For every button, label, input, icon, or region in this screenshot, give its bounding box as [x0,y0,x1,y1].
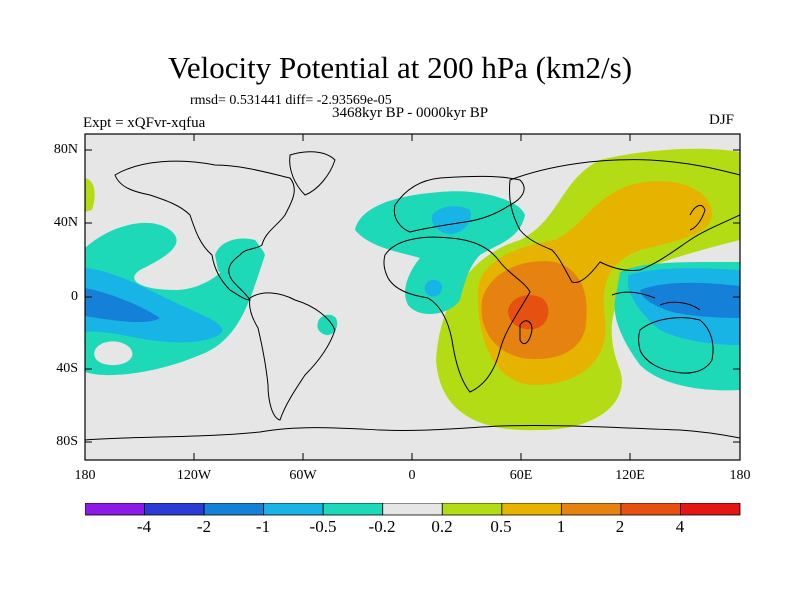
lon-label-120w: 120W [176,468,212,483]
lat-label-80n: 80N [53,142,78,157]
contour-negative-europe-0-5 [431,206,471,234]
coast-australia [638,317,714,374]
contour-negative-africa-0-5 [424,279,443,297]
season-label: DJF [709,112,735,128]
lat-label-0: 0 [71,289,78,304]
colorbar-segment [382,503,443,516]
contour-negative-pacific-east-1 [85,288,160,323]
coast-south-america [249,292,336,421]
coastlines [85,151,740,441]
lat-label-40s: 40S [56,361,78,376]
colorbar-label: 2 [615,517,625,536]
lon-label-60w: 60W [289,468,317,483]
contour-fields [85,148,740,431]
experiment-label: Expt = xQFvr-xqfua [83,115,206,131]
lon-label-180w: 180 [74,468,96,483]
colorbar-segment [560,503,622,516]
colorbar-label: -4 [136,517,152,536]
contour-negative-wpac-1 [640,282,740,318]
lon-ticks [84,134,741,460]
coast-antarctica [85,424,740,441]
lat-label-80s: 80S [56,434,78,449]
map-title: Velocity Potential at 200 hPa (km2/s) [167,50,633,85]
coast-europe [393,175,525,233]
contour-negative-pacific-east-0-2 [85,222,265,376]
colorbar-segment [263,503,324,516]
lat-label-40n: 40N [53,215,78,230]
coast-maritime-continent [611,291,701,311]
lat-ticks [85,149,740,443]
coast-asia [509,159,740,284]
colorbar-label: 0.5 [490,517,512,536]
period-label: 3468kyr BP - 0000kyr BP [331,105,489,121]
lon-label-0: 0 [408,468,416,483]
lon-label-120e: 120E [615,468,645,483]
colorbar-segment [203,503,265,516]
contour-positive-edge-left [85,178,95,212]
stats-line: rmsd= 0.531441 diff= -2.93569e-05 [190,93,392,108]
colorbar-label: 4 [675,517,685,536]
colorbar-segment [85,503,145,516]
coast-japan [689,204,706,231]
contour-negative-south-atlantic [317,314,338,336]
contour-positive-2 [508,295,549,330]
coast-madagascar [519,320,533,345]
contour-neutral-hole-pacific [94,341,133,366]
colorbar-label: -1 [255,517,271,536]
colorbar-segment [501,503,562,516]
colorbar-label: 0.2 [431,517,453,536]
colorbar-label: -0.2 [368,517,396,536]
colorbar-label: -0.5 [309,517,337,536]
coast-africa [383,236,531,393]
contour-negative-pacific-east-0-5 [85,268,223,343]
colorbar-segment [680,503,741,516]
coast-greenland [289,151,336,196]
colorbar-segment [441,503,503,516]
colorbar-segment [620,503,681,516]
colorbar-segment [322,503,384,516]
coast-north-america [114,160,295,301]
colorbar-label: -2 [196,517,212,536]
lon-label-60e: 60E [509,468,533,483]
colorbar [85,503,741,516]
lon-label-180e: 180 [729,468,751,483]
colorbar-label: 1 [556,517,566,536]
colorbar-segment [144,503,205,516]
contour-negative-atlantic [215,238,261,280]
